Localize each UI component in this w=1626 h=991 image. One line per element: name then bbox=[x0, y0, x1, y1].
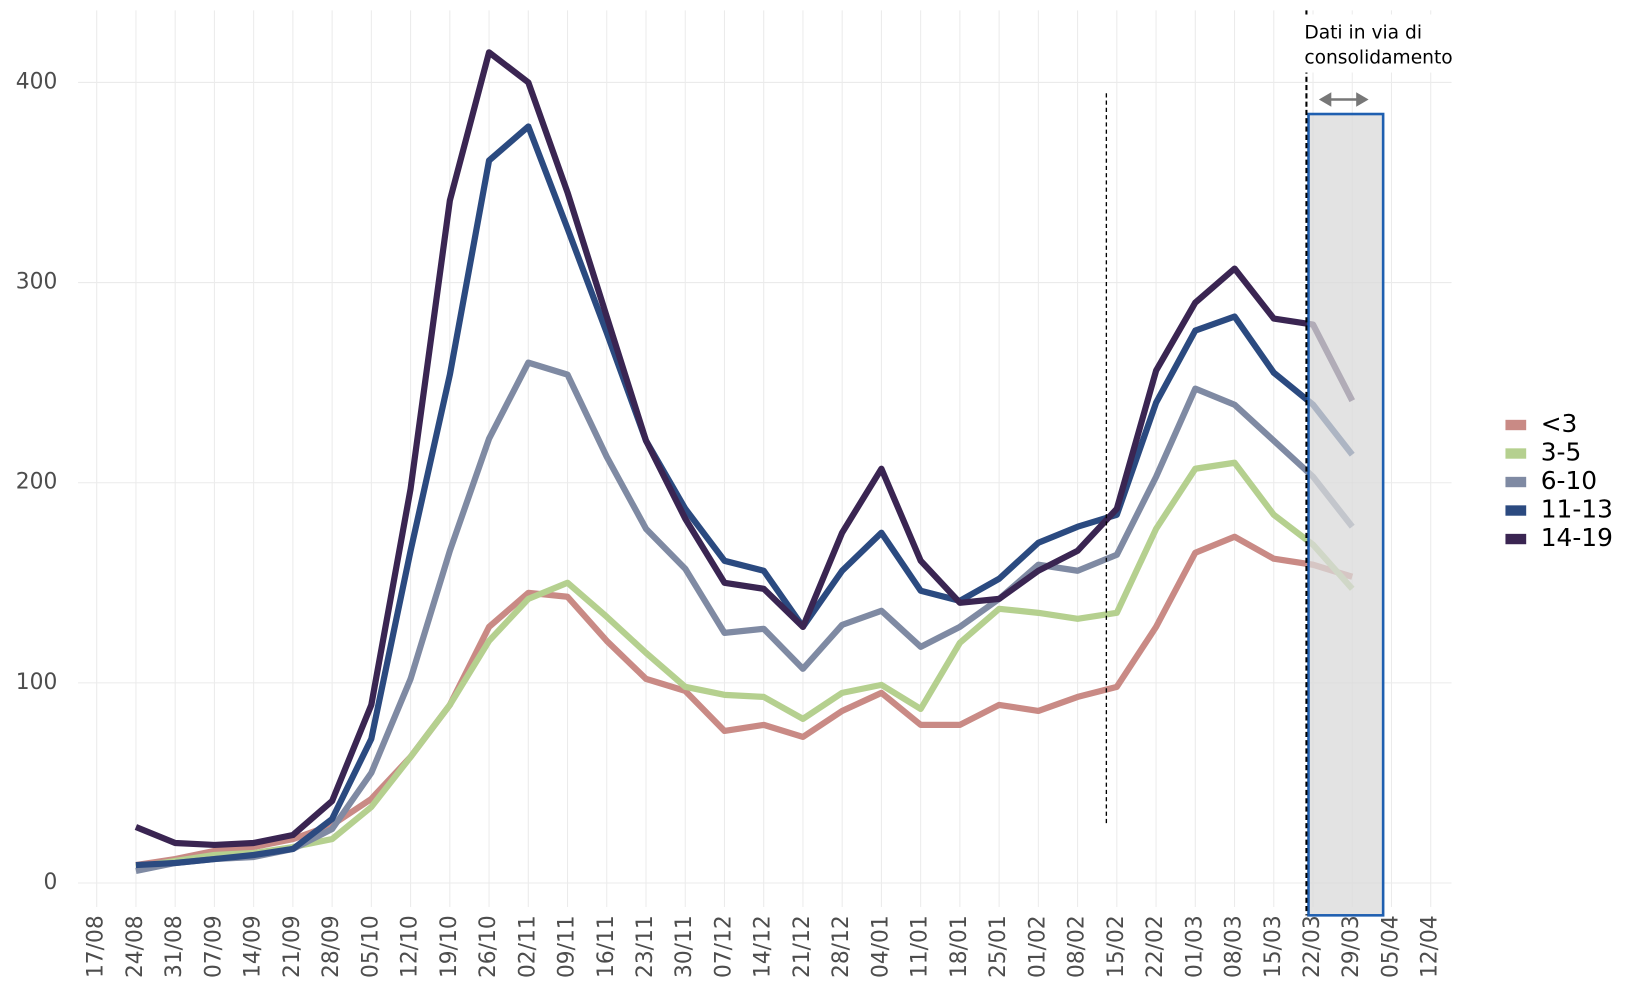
x-tick-label: 04/01 bbox=[868, 915, 893, 978]
legend-label: 14-19 bbox=[1541, 523, 1613, 552]
annotation: Dati in via di bbox=[1304, 23, 1422, 44]
x-tick-label: 28/09 bbox=[319, 915, 344, 978]
x-tick-label: 14/12 bbox=[751, 915, 776, 978]
double-arrow bbox=[1318, 92, 1369, 107]
x-tick-label: 30/11 bbox=[672, 915, 697, 978]
x-tick-label: 12/04 bbox=[1418, 915, 1443, 978]
x-tick-label: 29/03 bbox=[1339, 915, 1364, 978]
x-tick-label: 23/11 bbox=[633, 915, 658, 978]
x-tick-label: 26/10 bbox=[476, 915, 501, 978]
legend-swatch bbox=[1505, 476, 1527, 488]
annotation-bg bbox=[1296, 14, 1468, 73]
lines bbox=[134, 49, 1356, 875]
legend-label: 6-10 bbox=[1541, 466, 1597, 495]
series-line bbox=[135, 123, 1355, 869]
x-tick-label: 11/01 bbox=[908, 915, 933, 978]
y-tick-label: 400 bbox=[16, 69, 58, 94]
legend-label: 3-5 bbox=[1541, 438, 1582, 467]
x-tick-label: 08/03 bbox=[1222, 915, 1247, 978]
x-tick-label: 07/12 bbox=[711, 915, 736, 978]
x-tick-label: 09/11 bbox=[555, 915, 580, 978]
x-tick-label: 22/03 bbox=[1300, 915, 1325, 978]
x-tick-label: 19/10 bbox=[437, 915, 462, 978]
y-tick-label: 100 bbox=[16, 670, 58, 695]
x-tick-label: 21/09 bbox=[280, 915, 305, 978]
consolidation-box bbox=[1307, 112, 1385, 917]
grid: 0 100 200 300 400 17/08 24/08 31/08 07/09 14/09 21… bbox=[16, 10, 1452, 978]
y-tick-label: 300 bbox=[16, 270, 58, 295]
legend-label: <3 bbox=[1541, 409, 1578, 438]
x-tick-label: 01/02 bbox=[1025, 915, 1050, 978]
series-line bbox=[135, 359, 1355, 875]
x-tick-label: 21/12 bbox=[790, 915, 815, 978]
x-tick-label: 15/03 bbox=[1261, 915, 1286, 978]
legend-swatch bbox=[1505, 533, 1527, 545]
x-tick-label: 01/03 bbox=[1182, 915, 1207, 978]
x-tick-label: 08/02 bbox=[1065, 915, 1090, 978]
x-tick-label: 18/01 bbox=[947, 915, 972, 978]
y-tick-label: 0 bbox=[43, 870, 57, 895]
x-tick-label: 07/09 bbox=[201, 915, 226, 978]
x-tick-label: 02/11 bbox=[515, 915, 540, 978]
x-tick-label: 24/08 bbox=[123, 915, 148, 978]
x-tick-label: 05/10 bbox=[358, 915, 383, 978]
x-tick-label: 16/11 bbox=[594, 915, 619, 978]
x-tick-label: 25/01 bbox=[986, 915, 1011, 978]
x-tick-label: 05/04 bbox=[1378, 915, 1403, 978]
series-line bbox=[134, 49, 1356, 849]
legend-label: 11-13 bbox=[1541, 495, 1613, 524]
x-tick-label: 31/08 bbox=[162, 915, 187, 978]
legend-swatch bbox=[1505, 419, 1527, 431]
x-tick-label: 28/12 bbox=[829, 915, 854, 978]
legend-swatch bbox=[1505, 448, 1527, 459]
legend-swatch bbox=[1505, 505, 1527, 516]
x-tick-label: 14/09 bbox=[241, 915, 266, 978]
x-tick-label: 17/08 bbox=[84, 915, 109, 978]
annotation: consolidamento bbox=[1304, 48, 1452, 69]
series-line bbox=[135, 459, 1355, 871]
x-tick-label: 22/02 bbox=[1143, 915, 1168, 978]
x-tick-label: 15/02 bbox=[1104, 915, 1129, 978]
y-tick-label: 200 bbox=[16, 470, 58, 495]
x-tick-label: 12/10 bbox=[398, 915, 423, 978]
